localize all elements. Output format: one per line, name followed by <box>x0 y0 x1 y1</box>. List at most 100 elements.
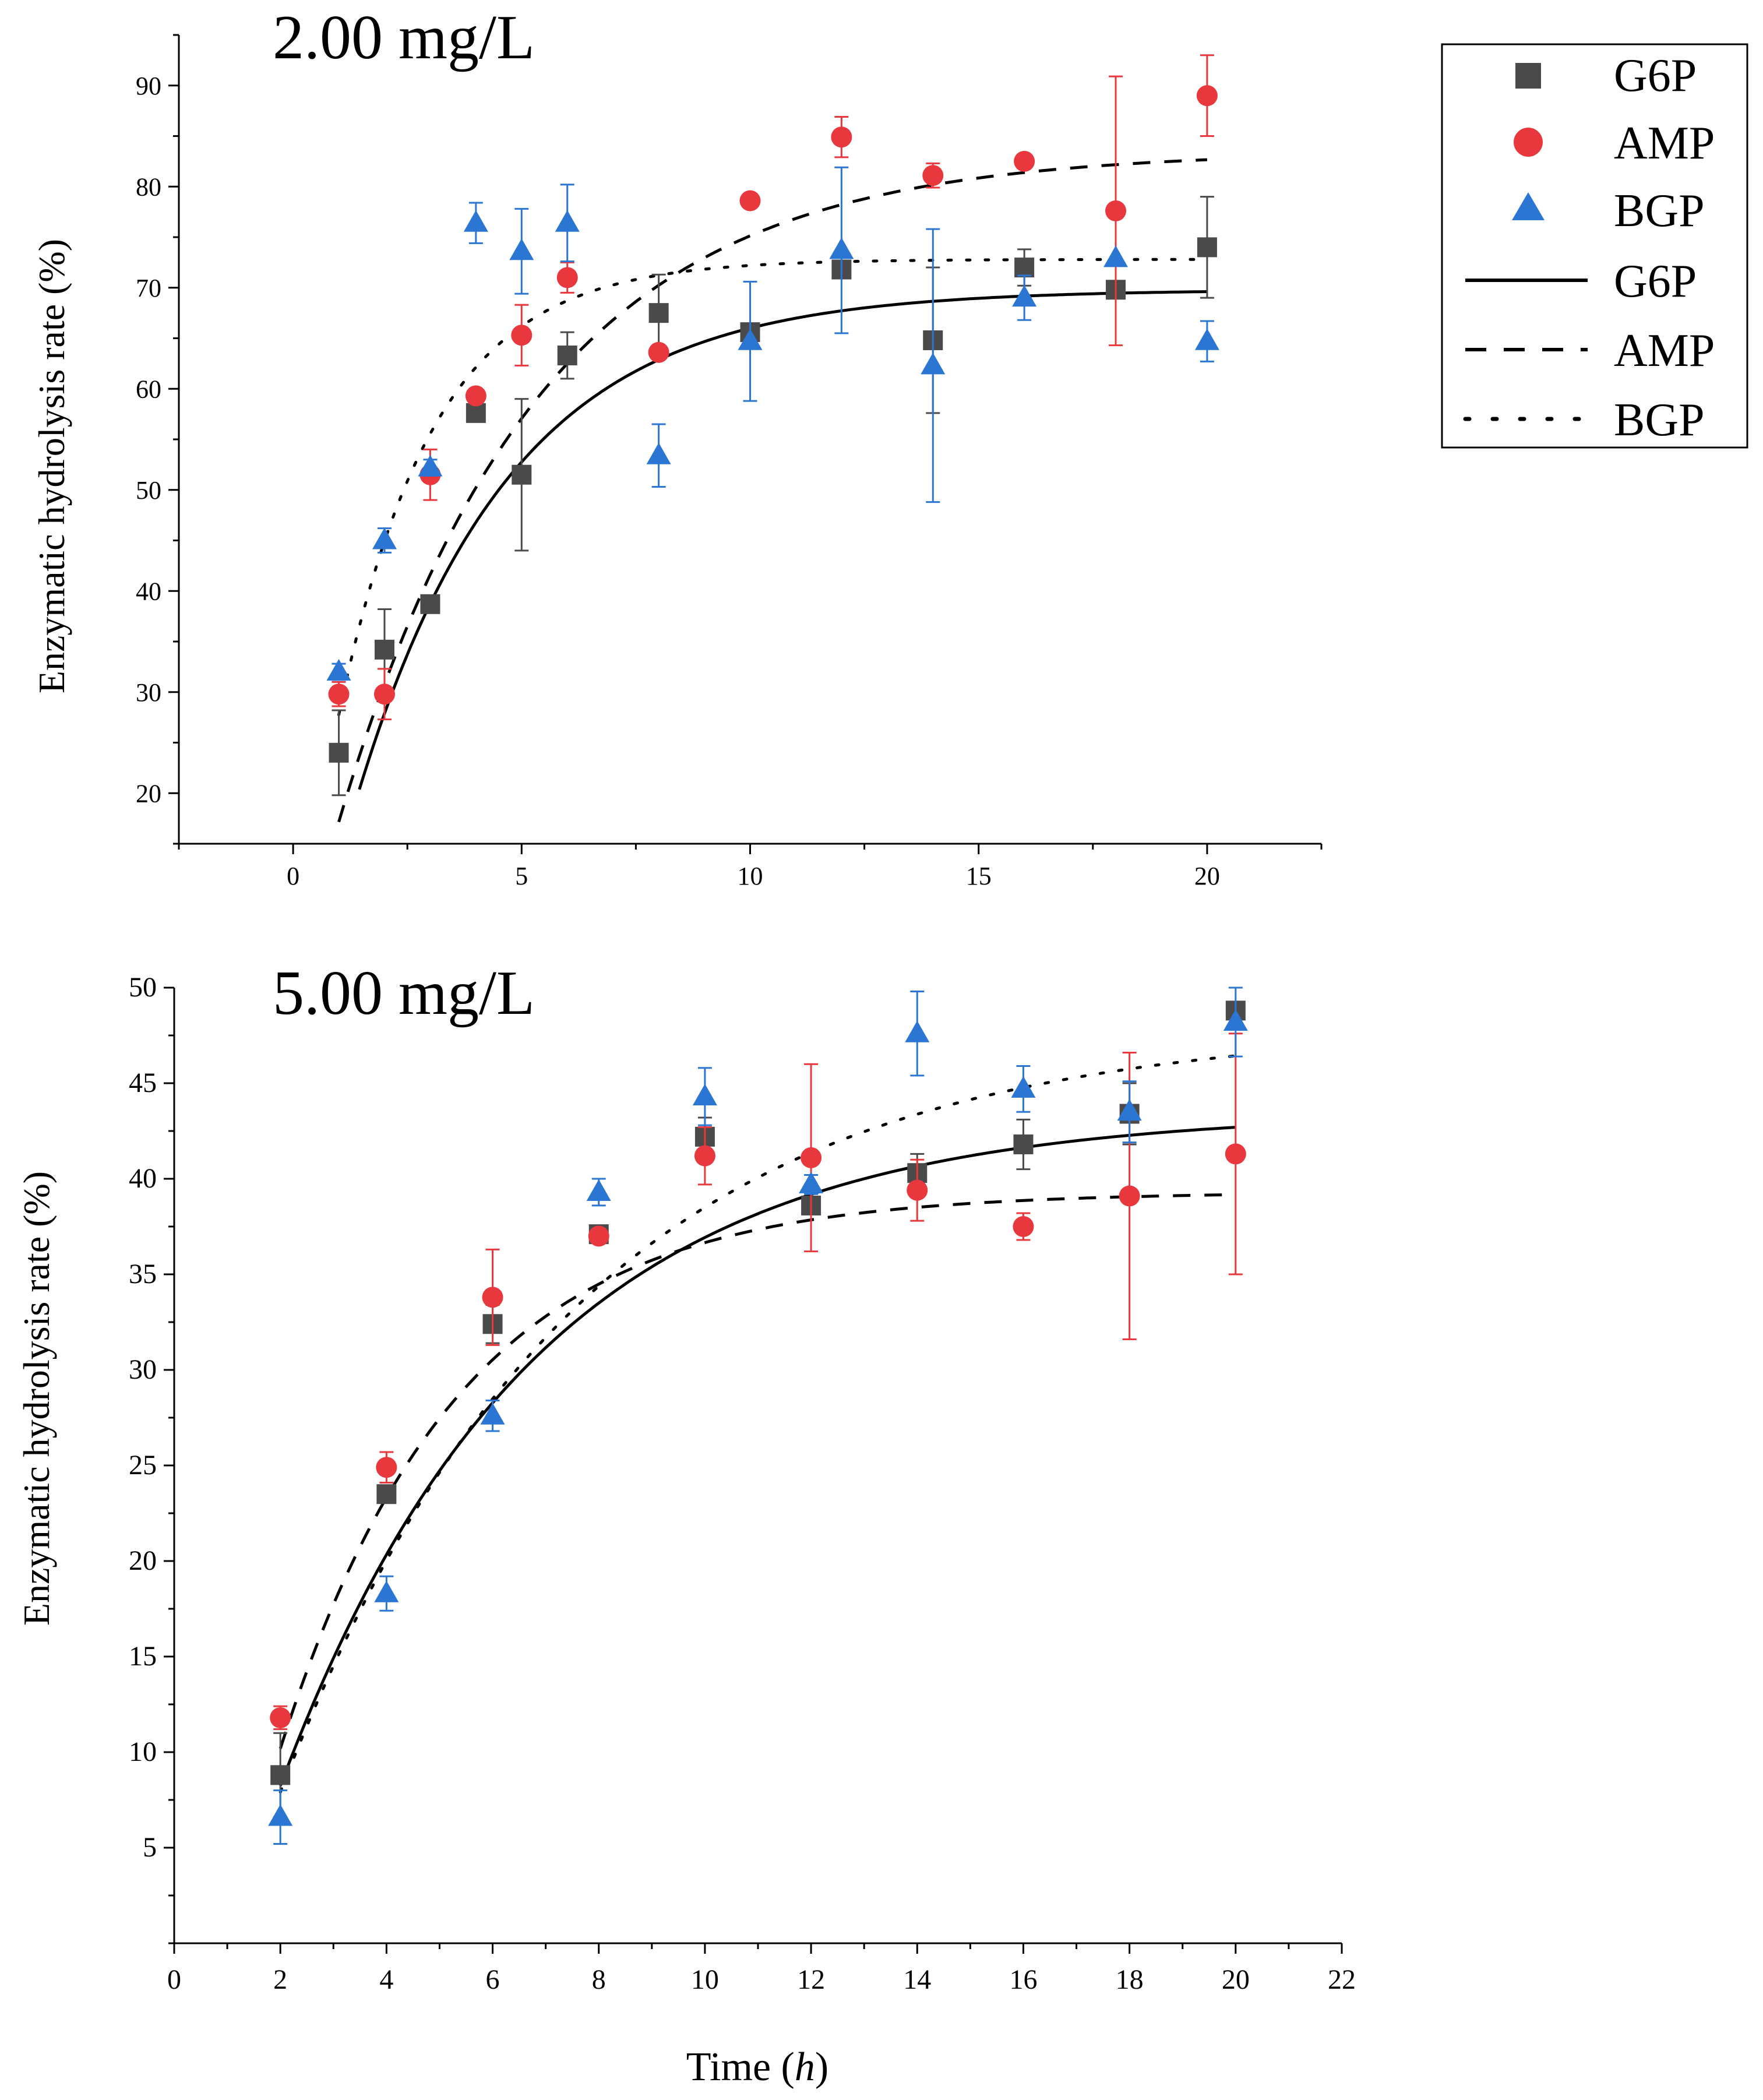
data-point-bgp <box>418 454 443 477</box>
data-point-amp <box>376 1457 397 1478</box>
legend-label-amp-points: AMP <box>1614 118 1715 169</box>
data-point-amp <box>1225 1143 1246 1165</box>
legend-label-g6p-fit: G6P <box>1614 256 1697 307</box>
data-point-bgp <box>1194 328 1219 350</box>
x-axis-label-bottom: Time (h) <box>686 2045 828 2090</box>
fit-line-g6p-bottom <box>278 1126 1236 1787</box>
y-tick-label: 30 <box>129 1354 157 1385</box>
x-tick-label: 15 <box>966 862 992 890</box>
data-point-bgp <box>692 1083 717 1105</box>
fit-line-bgp-bottom <box>278 1054 1237 1794</box>
data-point-bgp <box>463 210 488 232</box>
x-tick-label: 8 <box>592 1964 606 1995</box>
x-tick-label: 18 <box>1116 1964 1144 1995</box>
data-point-amp <box>1014 150 1035 172</box>
legend-entry-amp-points: AMP <box>1514 118 1715 169</box>
data-point-g6p <box>420 594 440 614</box>
legend-entry-g6p-points: G6P <box>1515 50 1697 101</box>
data-point-amp <box>511 325 533 346</box>
legend-entry-g6p-fit: G6P <box>1465 256 1697 307</box>
chart-panel-top: 2.00 mg/L Enzymatic hydrolysis rate (%) … <box>31 3 1323 890</box>
data-point-amp <box>270 1707 291 1728</box>
y-tick-label: 40 <box>129 1163 157 1194</box>
legend-label-g6p-points: G6P <box>1614 50 1697 101</box>
y-tick-label: 70 <box>136 274 161 302</box>
y-tick-label: 20 <box>136 779 161 808</box>
y-tick-label: 30 <box>136 678 161 707</box>
data-point-bgp <box>268 1804 293 1826</box>
data-point-g6p <box>270 1765 291 1785</box>
data-point-amp <box>328 683 350 705</box>
data-point-g6p <box>512 464 532 485</box>
data-point-bgp <box>509 238 534 260</box>
circle-marker-icon <box>1514 128 1543 157</box>
data-point-bgp <box>326 659 351 681</box>
series-amp-top <box>328 54 1218 721</box>
y-axis-label-bottom: Enzymatic hydrolysis rate (%) <box>16 1171 57 1626</box>
legend: G6P AMP BGP G6P AMP BGP <box>1441 43 1748 449</box>
data-point-bgp <box>1012 285 1037 307</box>
legend-entry-bgp-fit: BGP <box>1463 394 1705 446</box>
y-tick-label: 80 <box>136 172 161 201</box>
data-point-bgp <box>921 353 946 375</box>
y-tick-label: 20 <box>129 1545 157 1576</box>
legend-label-bgp-points: BGP <box>1614 185 1705 237</box>
data-point-bgp <box>586 1179 611 1201</box>
data-point-bgp <box>1117 1099 1142 1121</box>
data-point-g6p <box>374 639 394 660</box>
x-tick-label: 4 <box>379 1964 393 1995</box>
x-tick-label: 12 <box>797 1964 825 1995</box>
x-tick-label: 16 <box>1009 1964 1037 1995</box>
data-point-amp <box>482 1287 503 1308</box>
data-point-bgp <box>799 1171 824 1193</box>
legend-label-amp-fit: AMP <box>1614 325 1715 376</box>
legend-entry-bgp-points: BGP <box>1512 185 1705 237</box>
x-tick-label: 0 <box>287 862 299 890</box>
data-point-amp <box>694 1145 715 1167</box>
data-point-amp <box>1196 85 1218 107</box>
data-point-bgp <box>738 328 763 350</box>
data-point-amp <box>739 190 761 212</box>
series-g6p-top <box>329 196 1217 797</box>
y-tick-label: 40 <box>136 577 161 605</box>
chart-panel-bottom: 5.00 mg/L Enzymatic hydrolysis rate (%) … <box>16 959 1356 2090</box>
legend-frame <box>1441 43 1748 449</box>
series-bgp-top <box>326 166 1219 681</box>
y-tick-label: 5 <box>143 1832 157 1863</box>
data-point-amp <box>801 1147 822 1168</box>
data-point-g6p <box>1014 258 1035 278</box>
y-tick-label: 25 <box>129 1450 157 1481</box>
data-point-amp <box>373 683 395 705</box>
fit-line-amp-top <box>337 158 1207 823</box>
data-point-amp <box>465 385 486 407</box>
data-point-amp <box>648 341 669 363</box>
y-tick-label: 10 <box>129 1736 157 1767</box>
y-tick-label: 35 <box>129 1259 157 1289</box>
data-point-amp <box>556 267 578 288</box>
square-marker-icon <box>1515 63 1541 89</box>
fit-line-bgp-top <box>337 258 1209 717</box>
data-point-amp <box>922 165 944 186</box>
y-tick-label: 45 <box>129 1067 157 1098</box>
x-tick-label: 10 <box>691 1964 719 1995</box>
series-bgp-bottom <box>268 986 1248 1845</box>
y-tick-label: 60 <box>136 375 161 403</box>
chart-title-top: 2.00 mg/L <box>273 3 535 72</box>
y-tick-label: 15 <box>129 1641 157 1672</box>
x-tick-label: 5 <box>515 862 528 890</box>
data-point-g6p <box>557 345 577 365</box>
data-point-bgp <box>1223 1009 1248 1031</box>
x-tick-label: 6 <box>486 1964 500 1995</box>
x-tick-label: 10 <box>738 862 763 890</box>
data-point-amp <box>1119 1185 1140 1207</box>
y-tick-label: 90 <box>136 72 161 100</box>
fit-line-g6p-top <box>358 290 1207 790</box>
data-point-g6p <box>329 742 349 763</box>
x-tick-label: 20 <box>1194 862 1220 890</box>
data-point-amp <box>588 1225 609 1247</box>
x-tick-label: 20 <box>1222 1964 1250 1995</box>
chart-title-bottom: 5.00 mg/L <box>273 959 535 1028</box>
data-point-bgp <box>905 1020 930 1042</box>
x-tick-label: 2 <box>273 1964 287 1995</box>
